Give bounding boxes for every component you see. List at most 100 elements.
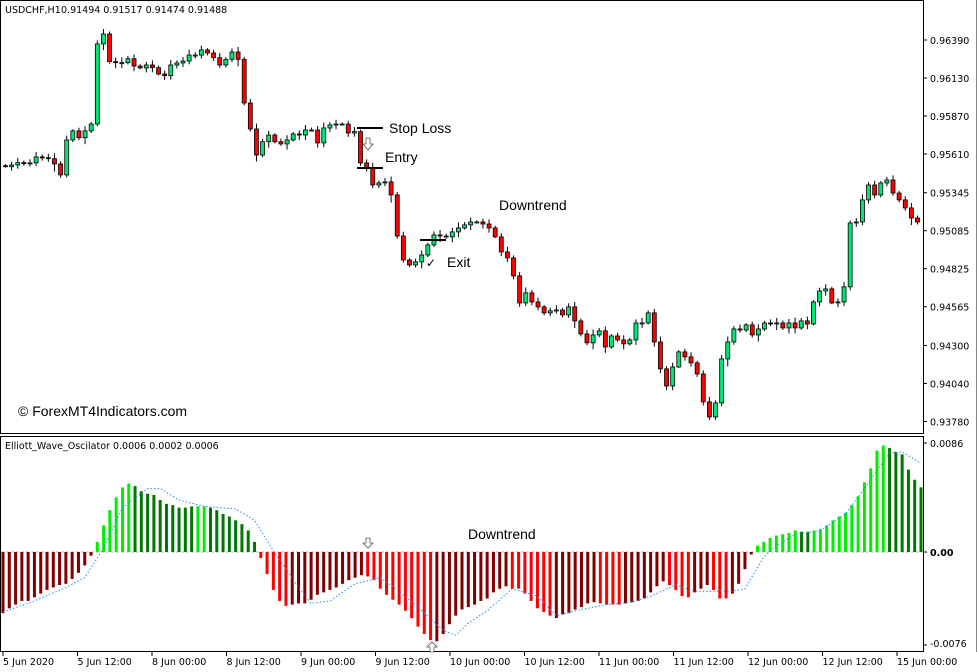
histogram-bar [95, 541, 99, 552]
bear-candle [578, 320, 584, 335]
bear-candle [486, 223, 492, 229]
bear-candle [437, 234, 443, 237]
time-axis: 5 Jun 2020 5 Jun 12:00 8 Jun 00:00 8 Jun 12… [2, 652, 957, 668]
histogram-bar [535, 552, 539, 609]
histogram-bar [749, 552, 753, 555]
bear-candle [915, 217, 920, 223]
histogram-bar [152, 494, 156, 552]
histogram-bar [51, 552, 55, 588]
bear-candle [278, 141, 284, 145]
histogram-bar [89, 552, 93, 556]
histogram-bar [20, 552, 24, 601]
osc-down-arrow-icon [362, 537, 374, 549]
histogram-bar [906, 469, 910, 552]
bear-candle [162, 73, 168, 77]
bear-candle [156, 67, 161, 75]
bull-candle [866, 184, 871, 201]
histogram-bar [102, 525, 106, 552]
histogram-bar [680, 552, 684, 597]
histogram-bar [234, 520, 238, 552]
bull-candle [125, 58, 131, 64]
bear-candle [505, 251, 510, 259]
histogram-bar [45, 552, 49, 590]
bear-candle [517, 275, 523, 304]
bear-candle [602, 330, 608, 348]
histogram-bar [894, 451, 898, 552]
histogram-bar [649, 552, 653, 593]
histogram-bar [334, 552, 338, 588]
bear-candle [804, 320, 810, 325]
time-tick-label: 11 Jun 12:00 [674, 657, 734, 668]
bear-candle [492, 227, 498, 238]
bull-candle [303, 129, 308, 136]
histogram-bar [202, 506, 206, 552]
bear-candle [792, 322, 798, 329]
bull-candle [186, 54, 192, 62]
histogram-bar [146, 493, 150, 552]
histogram-bar [837, 516, 841, 552]
bull-candle [284, 139, 290, 145]
bull-candle [762, 322, 767, 330]
bull-candle [823, 288, 829, 292]
histogram-bar [592, 552, 596, 603]
histogram-bar [447, 552, 451, 625]
histogram-bar [686, 552, 690, 598]
osc-downtrend-label: Downtrend [468, 526, 536, 542]
histogram-bar [579, 552, 583, 608]
time-tick-label: 8 Jun 00:00 [152, 657, 206, 668]
histogram-bar [240, 524, 244, 552]
bull-candle [841, 286, 847, 303]
bear-candle [480, 221, 486, 225]
histogram-bar [164, 503, 168, 552]
histogram-bar [542, 552, 546, 612]
bull-candle [33, 156, 39, 164]
bull-candle [566, 306, 572, 316]
histogram-bar [875, 450, 879, 552]
bear-candle [498, 236, 504, 253]
bear-candle [388, 181, 394, 196]
bull-candle [88, 123, 94, 132]
histogram-bar [667, 552, 671, 586]
histogram-bar [523, 552, 527, 594]
bull-candle [70, 130, 76, 141]
histogram-bar [479, 552, 483, 601]
histogram-bar [818, 529, 822, 552]
histogram-bar [793, 530, 797, 552]
histogram-bar [83, 552, 87, 566]
histogram-bar [7, 552, 11, 609]
osc-tick-label: 0.00 [930, 548, 954, 559]
histogram-bar [397, 552, 401, 605]
price-panel[interactable] [0, 0, 924, 434]
bull-candle [309, 129, 314, 132]
histogram-bar [630, 552, 634, 603]
histogram-bar [76, 552, 80, 573]
histogram-bar [309, 552, 313, 600]
histogram-bar [315, 552, 319, 595]
oscillator-panel[interactable] [0, 436, 924, 652]
histogram-bar [366, 552, 370, 577]
bull-candle [798, 320, 804, 329]
watermark: © ForexMT4Indicators.com [18, 403, 187, 419]
bull-candle [321, 127, 327, 144]
bear-candle [535, 301, 541, 308]
histogram-bar [158, 500, 162, 552]
bear-candle [443, 235, 449, 238]
bear-candle [896, 192, 902, 201]
bull-candle [425, 244, 431, 256]
histogram-bar [724, 552, 728, 599]
histogram-bar [705, 552, 709, 586]
histogram-bar [693, 552, 697, 593]
bull-candle [260, 141, 265, 156]
bear-candle [241, 58, 247, 104]
histogram-bar [900, 454, 904, 552]
bear-candle [621, 339, 627, 345]
histogram-bar [403, 552, 407, 611]
price-tick-label: 0.94825 [930, 265, 969, 276]
histogram-bar [183, 507, 187, 552]
histogram-bar [14, 552, 18, 605]
bull-candle [223, 58, 229, 66]
histogram-bar [246, 530, 250, 552]
bear-candle [76, 130, 82, 139]
bear-candle [358, 131, 363, 164]
bear-candle [560, 309, 565, 316]
